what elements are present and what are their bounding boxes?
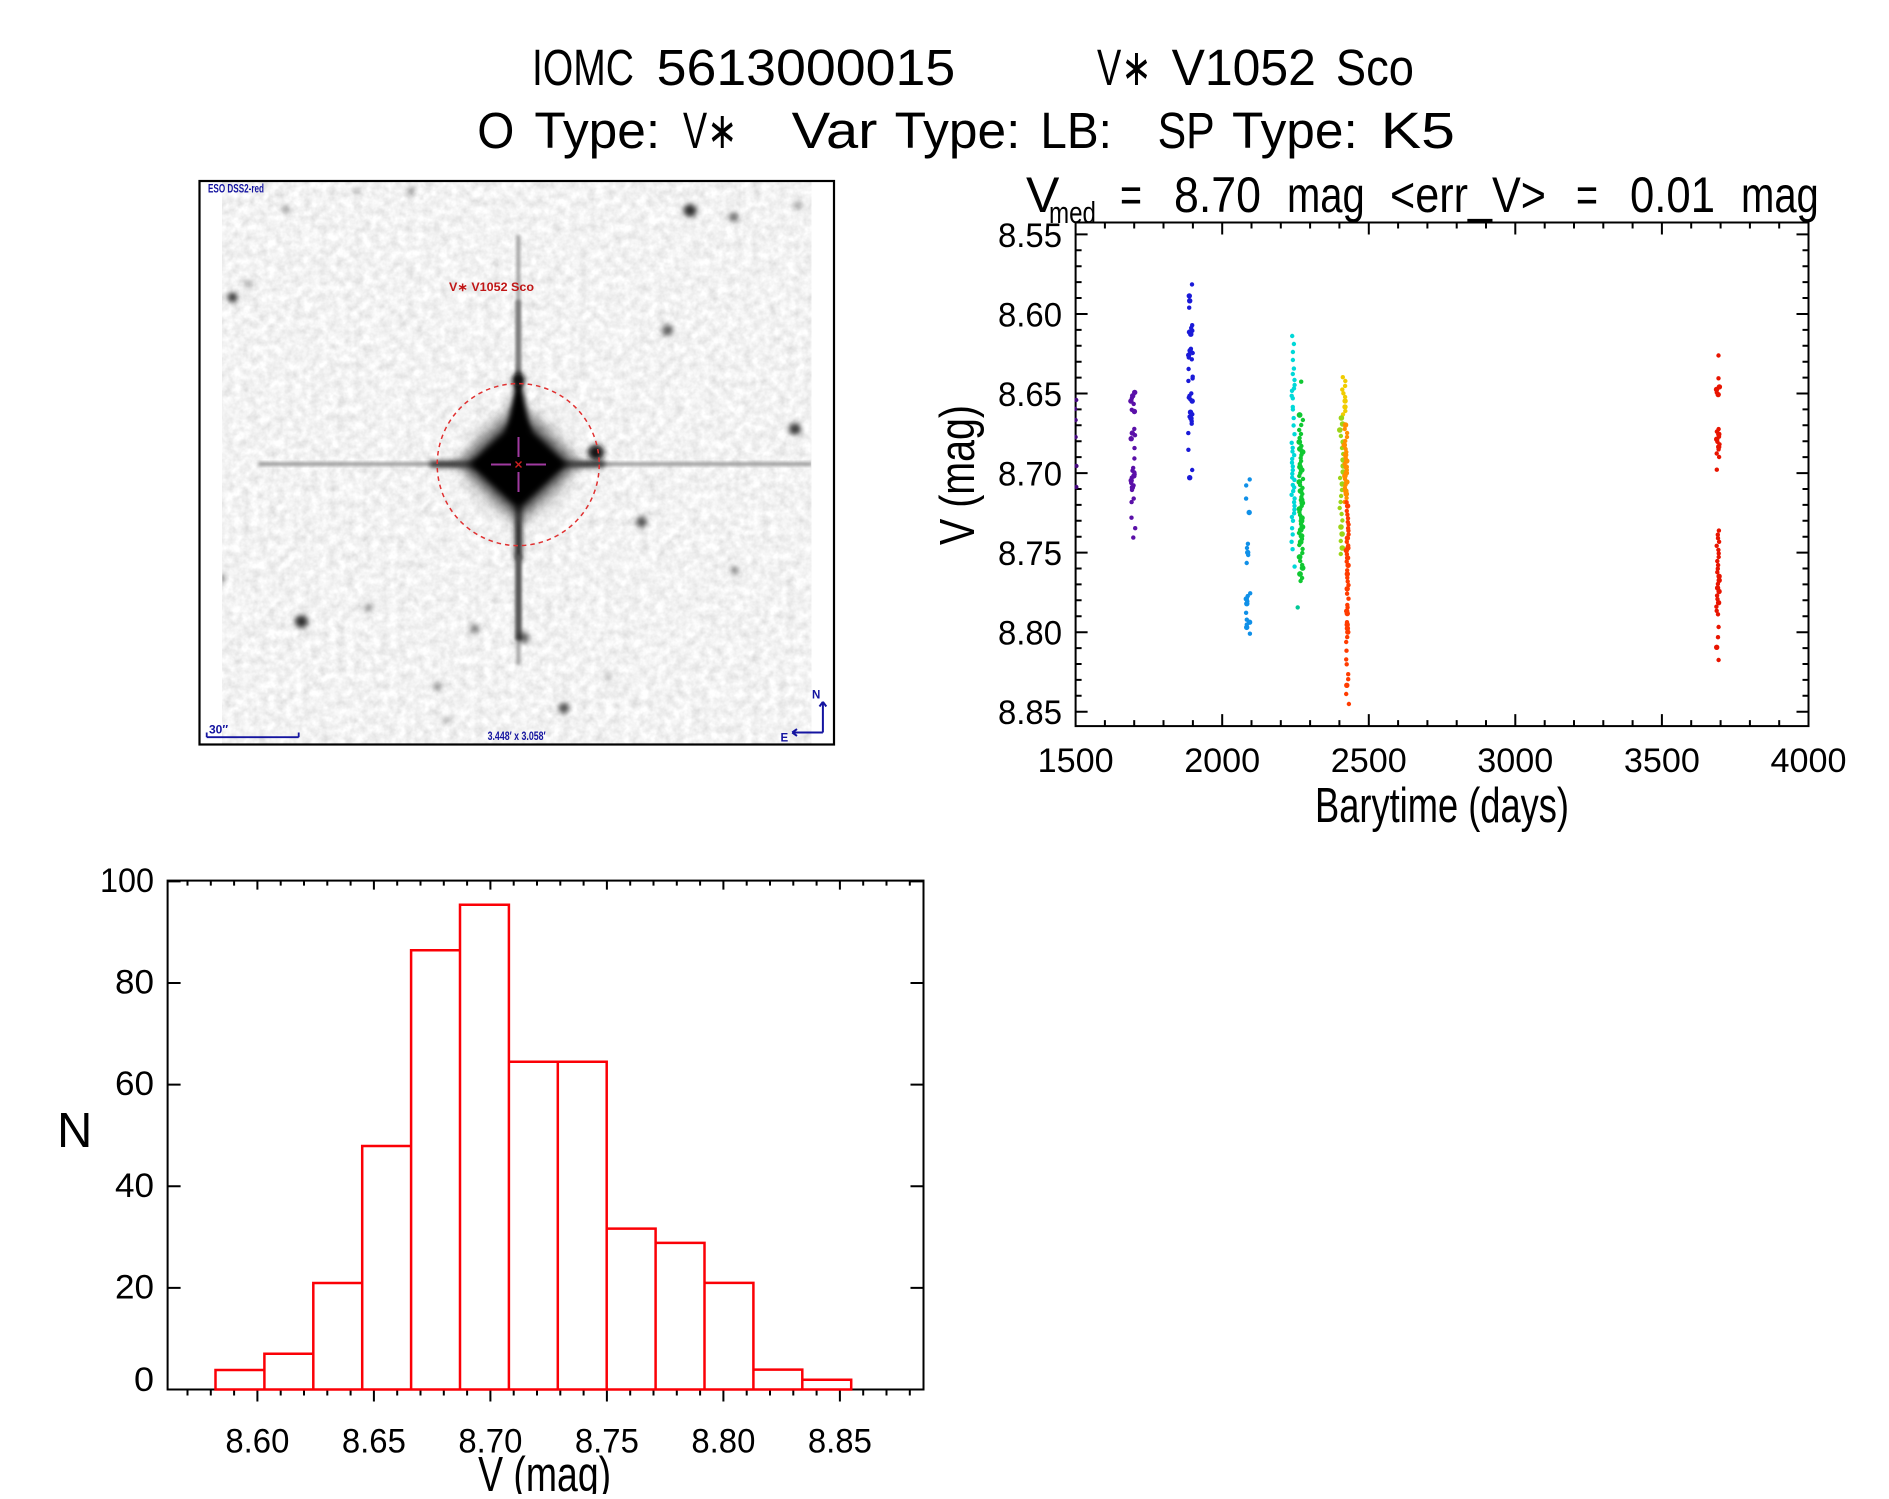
svg-text:Type:: Type: — [1232, 102, 1358, 159]
svg-text:8.60: 8.60 — [998, 297, 1062, 335]
svg-text:8.80: 8.80 — [998, 615, 1062, 653]
svg-text:0.01: 0.01 — [1630, 167, 1715, 223]
svg-text:SP: SP — [1158, 102, 1215, 159]
svg-text:ESO DSS2-red: ESO DSS2-red — [208, 184, 264, 196]
svg-text:8.80: 8.80 — [691, 1423, 755, 1461]
svg-text:mag: mag — [1287, 167, 1365, 223]
svg-text:2500: 2500 — [1331, 742, 1407, 780]
svg-text:60: 60 — [115, 1065, 154, 1103]
svg-text:mag: mag — [1741, 167, 1819, 223]
svg-text:8.70: 8.70 — [1174, 167, 1261, 223]
svg-text:0: 0 — [134, 1361, 154, 1399]
svg-text:8.55: 8.55 — [998, 217, 1062, 255]
svg-text:1500: 1500 — [1038, 742, 1114, 780]
svg-text:Barytime (days): Barytime (days) — [1315, 779, 1569, 833]
svg-text:med: med — [1049, 195, 1096, 230]
svg-text:E: E — [781, 733, 789, 745]
svg-text:8.70: 8.70 — [998, 456, 1062, 494]
svg-text:V1052: V1052 — [1172, 39, 1316, 96]
svg-text:V∗: V∗ — [1097, 39, 1152, 96]
svg-text:8.60: 8.60 — [225, 1423, 289, 1461]
svg-text:2000: 2000 — [1184, 742, 1260, 780]
svg-text:V: V — [1026, 167, 1060, 223]
svg-text:V (mag): V (mag) — [931, 405, 985, 545]
svg-text:8.75: 8.75 — [575, 1423, 639, 1461]
svg-text:K5: K5 — [1381, 102, 1455, 159]
svg-text:8.65: 8.65 — [342, 1423, 406, 1461]
svg-text:N: N — [57, 1104, 92, 1158]
svg-text:IOMC: IOMC — [532, 39, 634, 96]
svg-text:100: 100 — [100, 862, 154, 900]
svg-text:=: = — [1576, 167, 1598, 223]
svg-text:8.75: 8.75 — [998, 535, 1062, 573]
svg-text:Var: Var — [792, 102, 878, 159]
svg-text:V (mag): V (mag) — [478, 1448, 611, 1494]
svg-text:V∗: V∗ — [683, 102, 737, 159]
svg-text:N: N — [812, 690, 820, 702]
svg-text:80: 80 — [115, 964, 154, 1002]
svg-text:O: O — [477, 102, 514, 159]
svg-text:8.85: 8.85 — [998, 694, 1062, 732]
svg-text:Type:: Type: — [895, 102, 1021, 159]
svg-text:20: 20 — [115, 1268, 154, 1306]
svg-text:3500: 3500 — [1624, 742, 1700, 780]
svg-text:=: = — [1120, 167, 1142, 223]
svg-text:<err_V>: <err_V> — [1390, 167, 1546, 223]
svg-text:4000: 4000 — [1771, 742, 1847, 780]
svg-text:30″: 30″ — [209, 723, 228, 737]
svg-text:Sco: Sco — [1336, 39, 1414, 96]
svg-text:8.70: 8.70 — [458, 1423, 522, 1461]
svg-text:3.448′ x 3.058′: 3.448′ x 3.058′ — [488, 731, 546, 743]
svg-text:V∗ V1052 Sco: V∗ V1052 Sco — [449, 282, 534, 294]
svg-text:LB:: LB: — [1040, 102, 1112, 159]
svg-text:Type:: Type: — [534, 102, 660, 159]
svg-text:8.85: 8.85 — [808, 1423, 872, 1461]
svg-text:3000: 3000 — [1477, 742, 1553, 780]
svg-text:40: 40 — [115, 1167, 154, 1205]
svg-text:8.65: 8.65 — [998, 376, 1062, 414]
svg-text:5613000015: 5613000015 — [657, 39, 956, 96]
